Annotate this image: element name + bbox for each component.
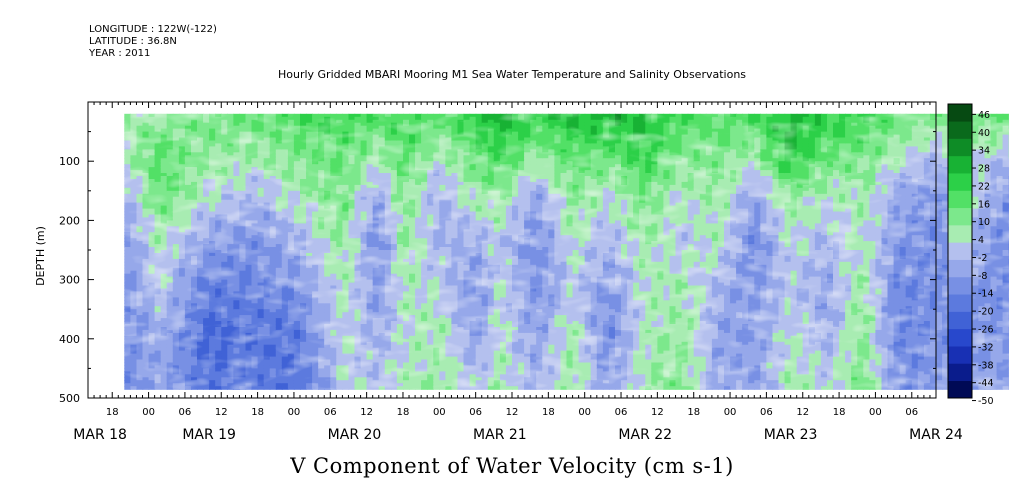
latitude-label: LATITUDE : 36.8N (89, 36, 177, 47)
metadata-block: LONGITUDE : 122W(-122) LATITUDE : 36.8N … (89, 24, 217, 60)
chart-title: Hourly Gridded MBARI Mooring M1 Sea Wate… (277, 68, 747, 81)
year-label: YEAR : 2011 (89, 48, 151, 59)
heatmap-field (124, 113, 1009, 390)
longitude-label: LONGITUDE : 122W(-122) (89, 24, 217, 35)
